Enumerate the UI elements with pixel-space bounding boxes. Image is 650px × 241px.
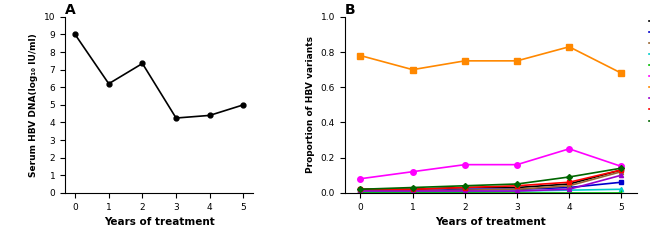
rtA194V <box>513 191 521 194</box>
Line: rtI224V: rtI224V <box>358 173 623 193</box>
rtR153Q <box>461 59 469 62</box>
rtI224V <box>566 188 573 191</box>
rtA194V <box>461 191 469 194</box>
Line: D134E: D134E <box>358 166 623 191</box>
rtI224V <box>461 190 469 193</box>
rtN236T <box>461 188 469 191</box>
Line: rtV214A: rtV214A <box>358 170 623 193</box>
rtI224V <box>357 190 365 193</box>
rtV214A <box>461 189 469 192</box>
rtV214A <box>513 188 521 191</box>
rtN236T <box>513 188 521 191</box>
rtA181T <box>513 186 521 189</box>
rtR153Q <box>618 72 625 75</box>
rtV214A <box>618 170 625 173</box>
Y-axis label: Serum HBV DNA(log₁₀ IU/ml): Serum HBV DNA(log₁₀ IU/ml) <box>29 33 38 177</box>
rtV214A <box>357 190 365 193</box>
rtQ215R <box>409 190 417 193</box>
rtI224V <box>513 190 521 193</box>
rtA181T <box>461 186 469 189</box>
Legend: rtA181T, rtN236T, rtV214A, rtQ215R, rtA194V, rtN139K, rtR153Q, rtI224V, rtS223A,: rtA181T, rtN236T, rtV214A, rtQ215R, rtA1… <box>645 13 650 129</box>
Y-axis label: Proportion of HBV variants: Proportion of HBV variants <box>306 36 315 173</box>
rtQ215R <box>618 188 625 191</box>
rtR153Q <box>566 45 573 48</box>
rtQ215R <box>357 190 365 193</box>
Line: rtS223A: rtS223A <box>358 168 623 191</box>
X-axis label: Years of treatment: Years of treatment <box>104 217 214 227</box>
D134E <box>409 186 417 189</box>
Line: rtA194V: rtA194V <box>357 189 625 196</box>
Line: rtA181T: rtA181T <box>358 168 623 191</box>
rtS223A <box>409 188 417 191</box>
rtN139K <box>357 177 365 180</box>
rtR153Q <box>513 59 521 62</box>
rtR153Q <box>357 54 365 57</box>
rtV214A <box>566 184 573 187</box>
rtS223A <box>566 181 573 184</box>
rtV214A <box>409 190 417 193</box>
Line: rtR153Q: rtR153Q <box>358 44 624 76</box>
rtS223A <box>618 168 625 171</box>
rtQ215R <box>461 190 469 193</box>
Line: rtN236T: rtN236T <box>358 180 623 193</box>
Line: rtQ215R: rtQ215R <box>358 187 623 194</box>
rtN236T <box>357 190 365 193</box>
rtA181T <box>566 183 573 186</box>
rtA194V <box>618 191 625 194</box>
rtA194V <box>409 191 417 194</box>
rtQ215R <box>566 189 573 192</box>
rtN139K <box>566 147 573 150</box>
rtI224V <box>409 190 417 193</box>
D134E <box>357 188 365 191</box>
rtN236T <box>409 190 417 193</box>
rtS223A <box>513 184 521 187</box>
rtI224V <box>618 174 625 177</box>
rtA181T <box>409 188 417 191</box>
rtN139K <box>618 165 625 168</box>
rtS223A <box>357 188 365 191</box>
rtN236T <box>566 186 573 189</box>
D134E <box>618 167 625 170</box>
Line: rtN139K: rtN139K <box>358 146 624 181</box>
rtQ215R <box>513 190 521 193</box>
rtR153Q <box>409 68 417 71</box>
rtS223A <box>461 186 469 189</box>
rtA181T <box>357 188 365 191</box>
Text: A: A <box>65 3 76 17</box>
D134E <box>461 184 469 187</box>
rtA194V <box>357 191 365 194</box>
rtN236T <box>618 181 625 184</box>
rtN139K <box>513 163 521 166</box>
rtA194V <box>566 191 573 194</box>
Text: B: B <box>345 3 356 17</box>
X-axis label: Years of treatment: Years of treatment <box>436 217 546 227</box>
D134E <box>513 183 521 186</box>
rtN139K <box>409 170 417 173</box>
D134E <box>566 175 573 178</box>
rtN139K <box>461 163 469 166</box>
rtA181T <box>618 168 625 171</box>
